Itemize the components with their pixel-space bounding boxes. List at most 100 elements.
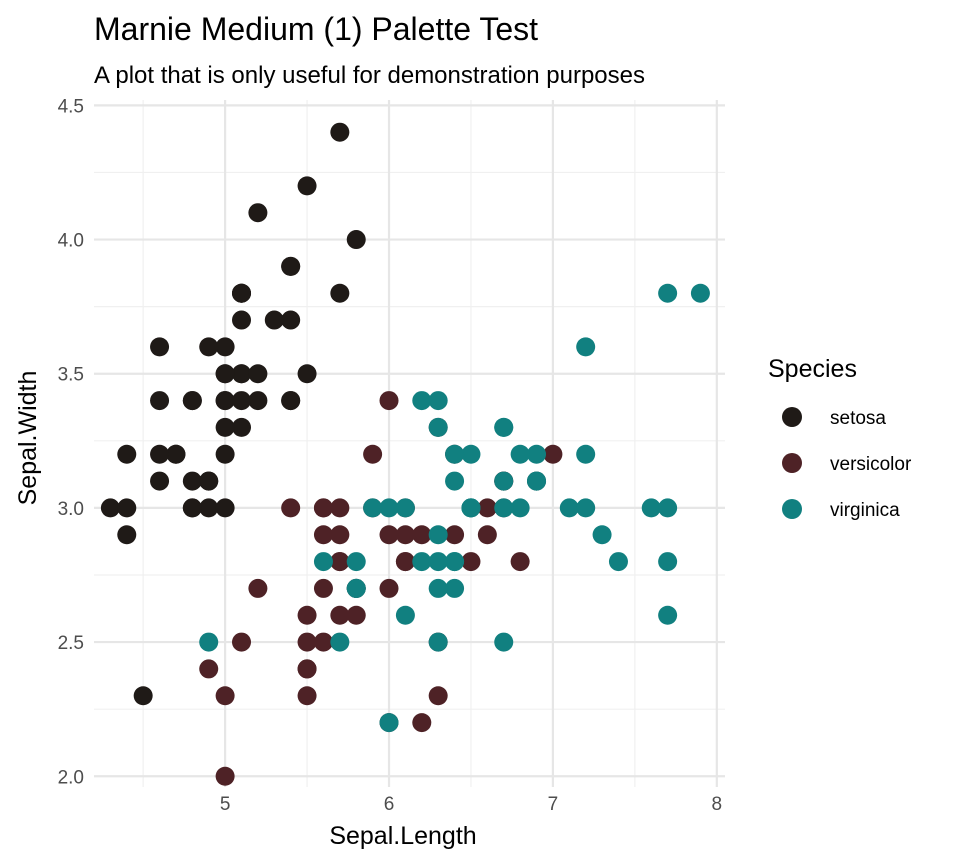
data-point [346, 578, 366, 598]
data-point [379, 391, 399, 411]
x-axis-title: Sepal.Length [329, 822, 476, 850]
chart-title: Marnie Medium (1) Palette Test [94, 11, 538, 47]
data-point [477, 498, 497, 518]
data-point [395, 525, 415, 545]
data-point [445, 444, 465, 464]
data-point [150, 444, 170, 464]
data-point [641, 498, 661, 518]
data-point [215, 686, 235, 706]
data-point [133, 686, 153, 706]
data-point [100, 498, 120, 518]
data-point [199, 337, 219, 357]
x-tick-label: 6 [384, 794, 395, 815]
data-point [182, 471, 202, 491]
data-point [215, 417, 235, 437]
data-point [330, 122, 350, 142]
data-point [297, 364, 317, 384]
data-point [330, 605, 350, 625]
data-point [346, 552, 366, 572]
y-tick-label: 2.0 [58, 767, 84, 788]
data-point [264, 310, 284, 330]
data-point [248, 578, 268, 598]
data-point [510, 552, 530, 572]
data-point [313, 552, 333, 572]
data-point [592, 525, 612, 545]
y-axis-ticks: 2.0 2.5 3.0 3.5 4.0 4.5 [58, 96, 84, 788]
data-point [412, 552, 432, 572]
data-point [281, 498, 301, 518]
data-point [313, 498, 333, 518]
data-point [576, 337, 596, 357]
data-points [100, 122, 710, 786]
data-point [527, 444, 547, 464]
data-point [395, 552, 415, 572]
data-point [215, 391, 235, 411]
y-tick-label: 3.5 [58, 365, 84, 386]
data-point [248, 364, 268, 384]
data-point [150, 471, 170, 491]
data-point [232, 310, 252, 330]
y-tick-label: 4.5 [58, 96, 84, 117]
data-point [297, 605, 317, 625]
data-point [182, 498, 202, 518]
data-point [199, 632, 219, 652]
data-point [330, 283, 350, 303]
y-tick-label: 2.5 [58, 633, 84, 654]
data-point [461, 498, 481, 518]
data-point [658, 498, 678, 518]
data-point [576, 444, 596, 464]
data-point [576, 498, 596, 518]
legend: Species setosa versicolor virginica [768, 355, 912, 521]
data-point [559, 498, 579, 518]
data-point [412, 391, 432, 411]
data-point [379, 713, 399, 733]
data-point [445, 525, 465, 545]
x-axis-ticks: 5 6 7 8 [220, 794, 722, 815]
data-point [379, 525, 399, 545]
data-point [346, 605, 366, 625]
data-point [412, 525, 432, 545]
data-point [461, 444, 481, 464]
data-point [150, 391, 170, 411]
data-point [150, 337, 170, 357]
data-point [395, 605, 415, 625]
data-point [658, 283, 678, 303]
y-tick-label: 4.0 [58, 231, 84, 252]
data-point [346, 230, 366, 250]
data-point [412, 713, 432, 733]
data-point [690, 283, 710, 303]
data-point [117, 498, 137, 518]
data-point [215, 766, 235, 786]
data-point [199, 498, 219, 518]
data-point [232, 283, 252, 303]
data-point [510, 498, 530, 518]
grid-lines [94, 100, 725, 787]
data-point [313, 578, 333, 598]
data-point [199, 471, 219, 491]
data-point [330, 552, 350, 572]
data-point [428, 552, 448, 572]
data-point [199, 659, 219, 679]
data-point [445, 578, 465, 598]
data-point [363, 498, 383, 518]
data-point [297, 659, 317, 679]
data-point [494, 632, 514, 652]
data-point [248, 203, 268, 223]
x-tick-label: 5 [220, 794, 231, 815]
data-point [428, 417, 448, 437]
data-point [379, 578, 399, 598]
data-point [182, 391, 202, 411]
legend-title: Species [768, 355, 857, 383]
data-point [428, 686, 448, 706]
data-point [166, 444, 186, 464]
data-point [215, 337, 235, 357]
data-point [330, 632, 350, 652]
data-point [658, 605, 678, 625]
data-point [395, 498, 415, 518]
series-setosa [100, 122, 366, 706]
data-point [232, 364, 252, 384]
x-tick-label: 8 [712, 794, 723, 815]
data-point [428, 525, 448, 545]
data-point [363, 444, 383, 464]
